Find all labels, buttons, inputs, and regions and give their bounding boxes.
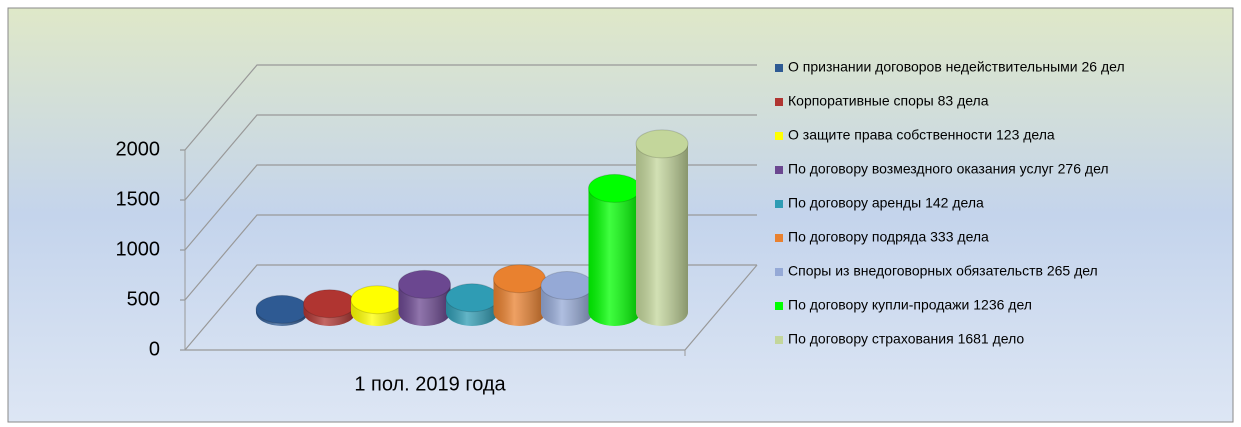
cylinder-top [350,285,404,315]
legend-label: О защите права собственности 123 дела [788,127,1055,143]
cylinder [255,294,309,326]
cylinder [540,271,594,326]
cylinder-shade [636,143,688,326]
legend-marker [775,98,783,106]
legend-marker [775,200,783,208]
cylinder-top [255,294,309,324]
legend-label: По договору подряда 333 дела [788,229,989,245]
cylinder-top [398,269,451,299]
cylinder-top [303,289,356,319]
cylinder [588,173,641,326]
legend-label: Корпоративные споры 83 дела [788,93,989,109]
x-tick-label: 1 пол. 2019 года [354,373,506,395]
cylinder-shade [588,188,641,326]
grid-line [184,164,757,251]
legend-label: По договору аренды 142 дела [788,195,984,211]
cylinder [350,285,404,326]
cylinder-top [445,283,499,313]
y-tick-label: 2000 [116,138,161,160]
cylinder [635,129,689,326]
grid-line [184,64,757,151]
legend-label: О признании договоров недействительными … [788,59,1125,75]
legend-marker [775,302,783,310]
legend-label: По договору возмездного оказания услуг 2… [788,161,1109,177]
legend-marker [775,268,783,276]
cylinder-top [493,264,546,294]
cylinder [303,289,356,326]
legend-marker [775,132,783,140]
cylinder [445,283,499,326]
cylinder-top [635,129,689,159]
y-tick-label: 500 [127,288,160,310]
legend-marker [775,64,783,72]
legend-label: По договору страхования 1681 дело [788,331,1024,347]
cylinder [493,264,546,326]
cylinder-top [588,173,641,203]
cylinder [398,269,451,326]
legend-label: Споры из внедоговорных обязательств 265 … [788,263,1098,279]
y-tick-label: 0 [149,338,160,360]
legend-marker [775,166,783,174]
cylinder-top [540,271,594,300]
grid-line [184,114,757,201]
legend-marker [775,234,783,242]
y-tick-label: 1000 [116,238,161,260]
legend-label: По договору купли-продажи 1236 дел [788,297,1032,313]
y-tick-label: 1500 [116,188,161,210]
legend-marker [775,336,783,344]
